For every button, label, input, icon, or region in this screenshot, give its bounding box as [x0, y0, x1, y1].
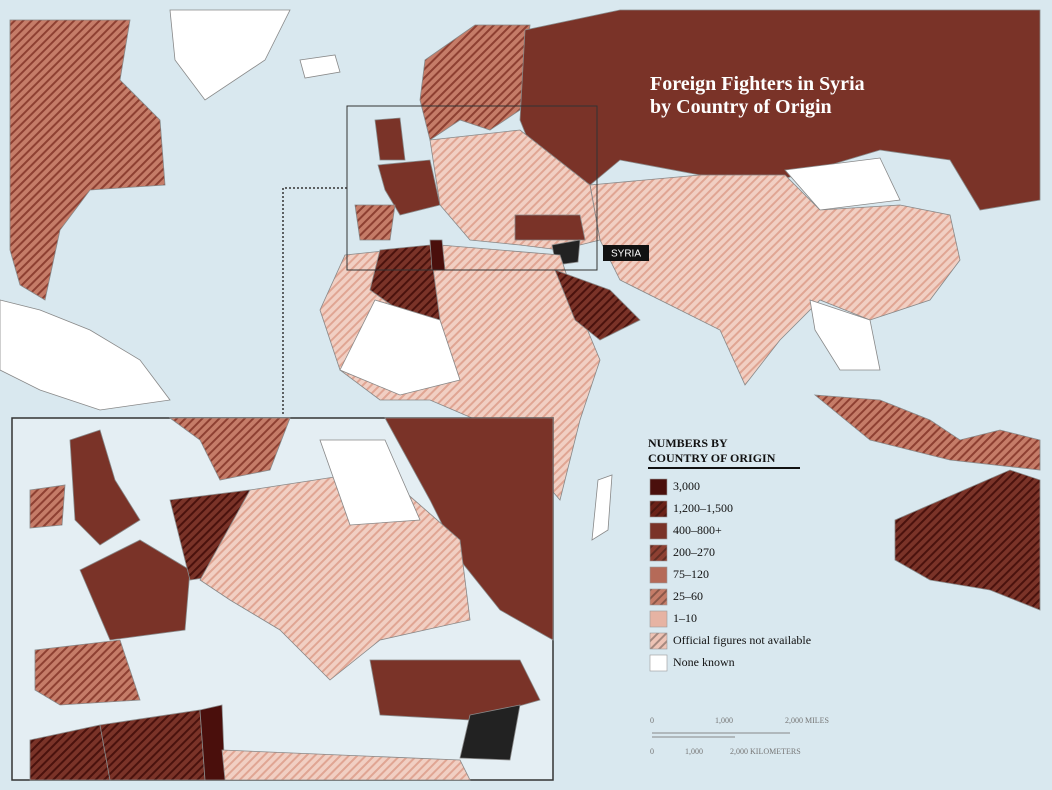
iceland	[299, 54, 341, 79]
legend-label: 3,000	[673, 479, 700, 493]
legend: 3,000 1,200–1,500 400–800+ 200–270 75–120 25–…	[649, 478, 811, 672]
scale-label: 2,000 MILES	[785, 716, 829, 725]
legend-swatch	[649, 654, 668, 672]
madagascar	[591, 474, 613, 541]
inset-syria	[459, 704, 521, 761]
australia	[894, 469, 1041, 611]
legend-swatch	[649, 478, 668, 496]
scale-label: 0	[650, 716, 654, 725]
france	[377, 159, 441, 216]
inset-belarus	[319, 439, 421, 526]
legend-label: 400–800+	[673, 523, 722, 537]
legend-label: 1–10	[673, 611, 697, 625]
scale-label: 2,000 KILOMETERS	[730, 747, 801, 756]
inset-uk	[69, 429, 141, 546]
mongolia	[784, 157, 901, 211]
inset-russia	[384, 417, 554, 641]
scale-label: 1,000	[715, 716, 733, 725]
legend-swatch	[649, 566, 668, 584]
inset-ireland	[29, 484, 66, 529]
legend-label: None known	[673, 655, 735, 669]
inset-france	[79, 539, 191, 641]
scale-label: 1,000	[685, 747, 703, 756]
map-title: Foreign Fighters in Syria	[650, 73, 865, 95]
inset-scandinavia	[168, 417, 291, 481]
legend-label: 200–270	[673, 545, 715, 559]
scandinavia	[419, 24, 531, 141]
scale-label: 0	[650, 747, 654, 756]
indonesia	[813, 394, 1041, 471]
inset-central-europe	[199, 469, 471, 681]
syria-label-box	[603, 245, 649, 261]
syria-label: SYRIA	[611, 249, 641, 260]
map-title: by Country of Origin	[650, 96, 832, 118]
legend-label: 25–60	[673, 589, 703, 603]
central-america	[0, 299, 171, 411]
sahel	[339, 299, 461, 396]
scale-bar: 0 1,000 2,000 MILES 0 1,000 2,000 KILOME…	[650, 716, 829, 756]
greenland	[169, 9, 291, 101]
saudi-arabia	[554, 269, 641, 341]
inset-libya-egypt	[221, 749, 471, 781]
legend-swatch	[649, 500, 668, 518]
legend-swatch	[649, 610, 668, 628]
north-america	[9, 19, 166, 301]
iberia	[354, 204, 396, 241]
legend-title: COUNTRY OF ORIGIN	[648, 451, 776, 465]
uk	[374, 117, 406, 161]
inset	[11, 417, 554, 781]
southeast-asia	[809, 299, 881, 371]
legend-label: Official figures not available	[673, 633, 811, 647]
inset-iberia	[34, 639, 141, 706]
legend-label: 75–120	[673, 567, 709, 581]
tunisia	[429, 239, 446, 271]
legend-label: 1,200–1,500	[673, 501, 733, 515]
legend-swatch	[649, 522, 668, 540]
legend-swatch	[649, 632, 668, 650]
turkey	[514, 214, 586, 241]
legend-swatch	[649, 544, 668, 562]
legend-title: NUMBERS BY	[648, 436, 728, 450]
inset-leader	[282, 187, 347, 415]
legend-swatch	[649, 588, 668, 606]
